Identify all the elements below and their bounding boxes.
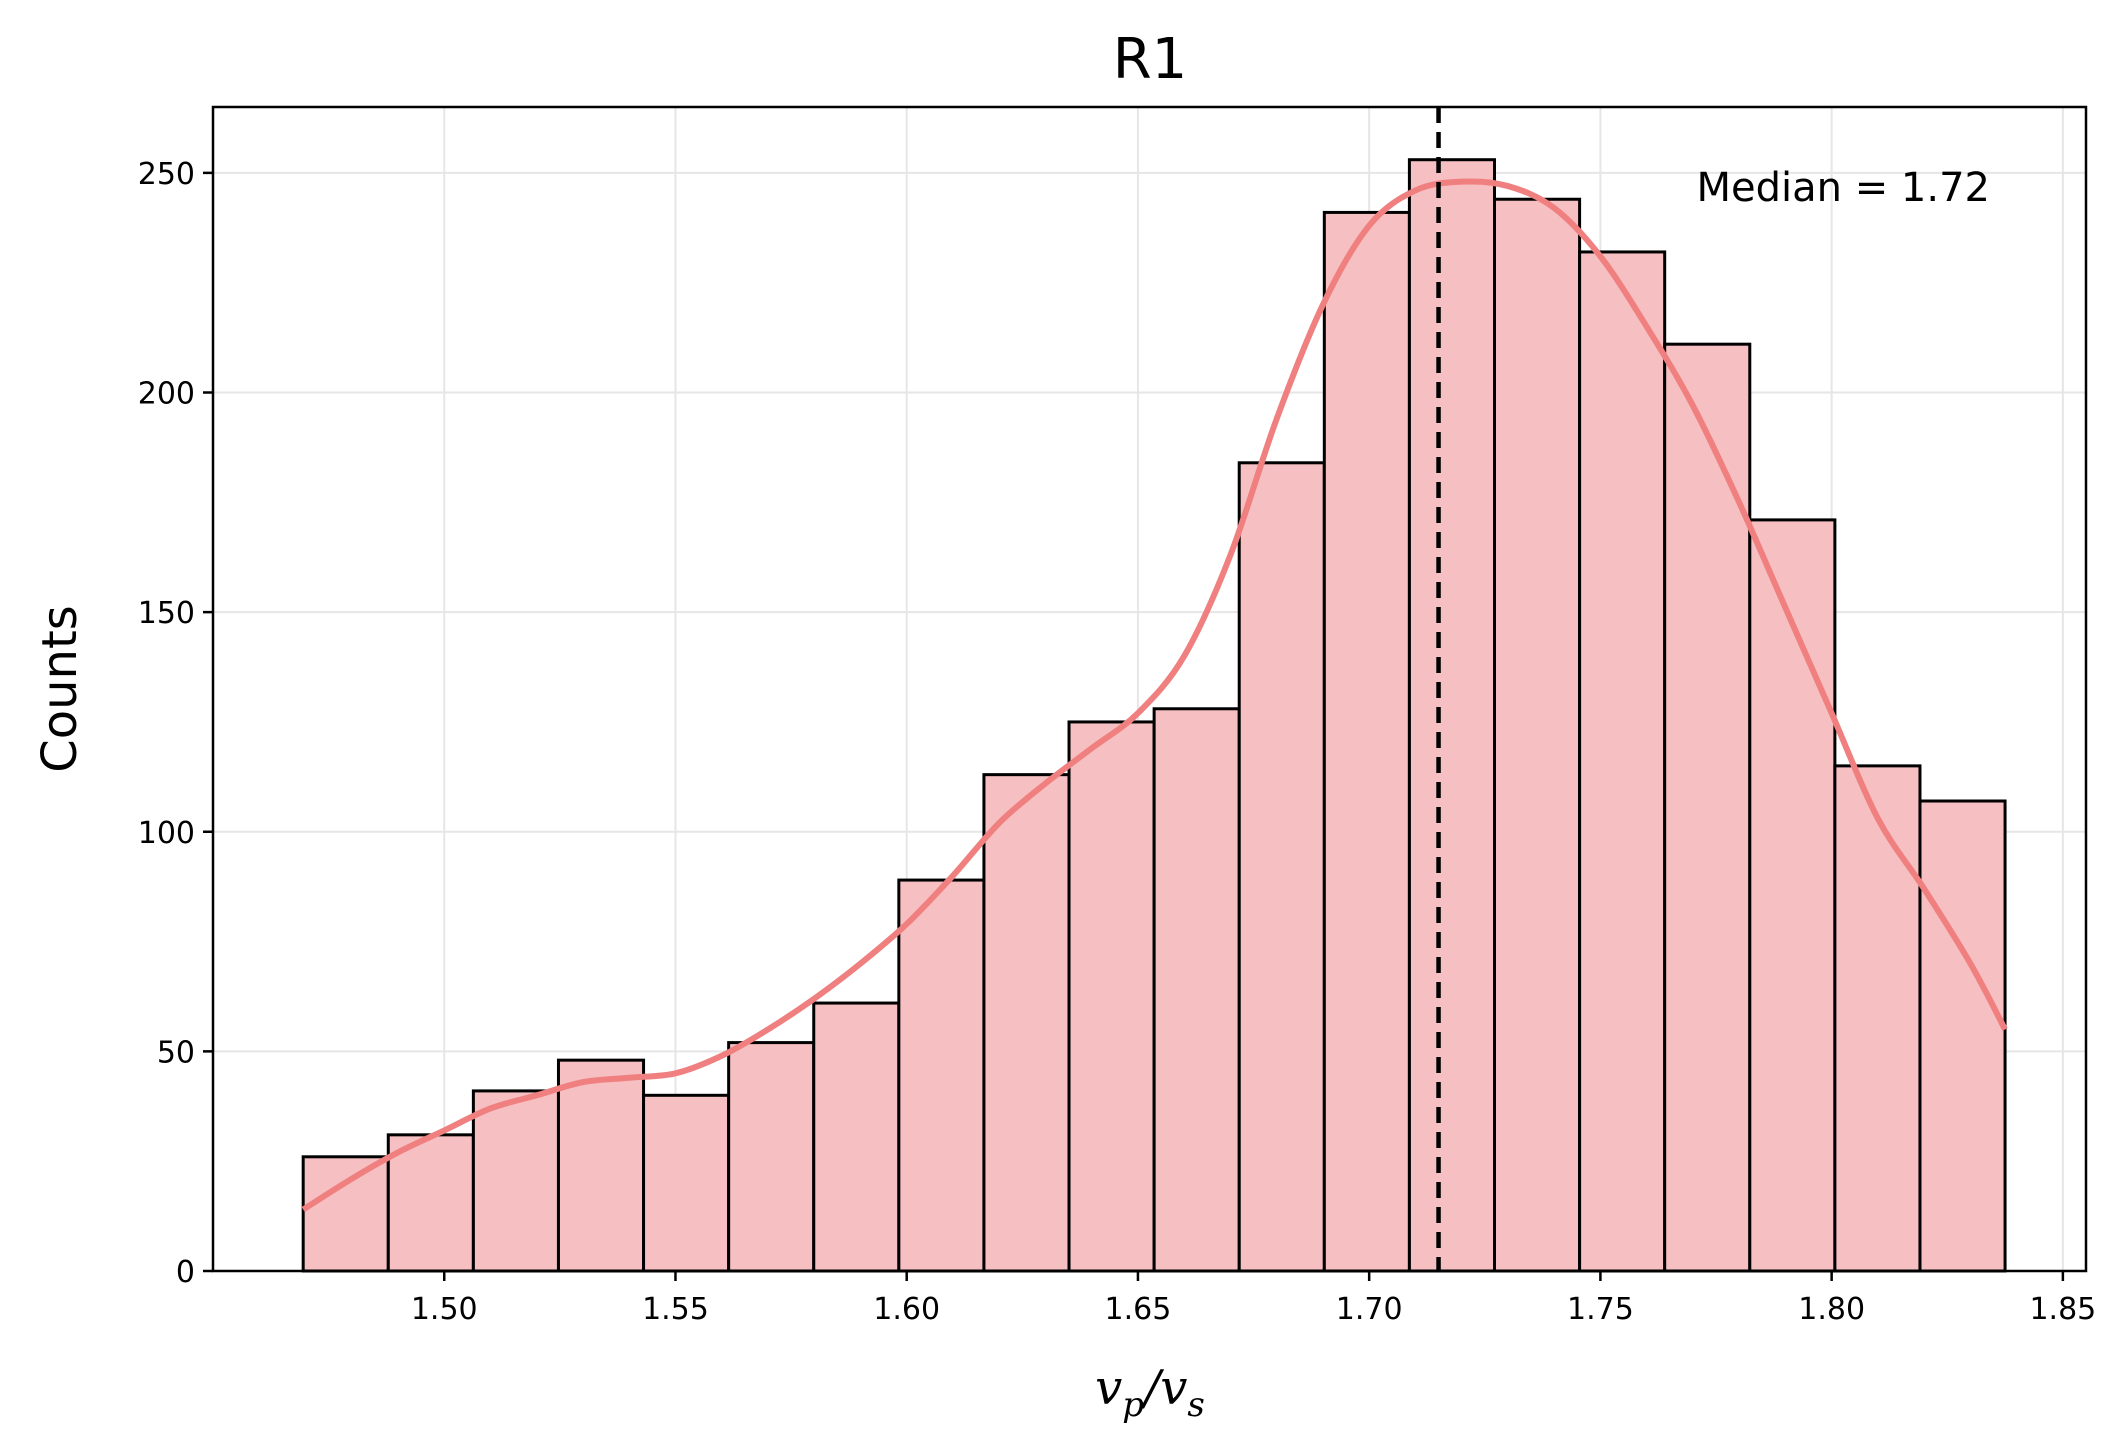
y-tick-label-5: 250 <box>138 157 195 192</box>
histogram-bar-3 <box>556 1058 646 1273</box>
histogram-bar-17 <box>1748 518 1837 1273</box>
histogram-bar-19 <box>1918 799 2007 1273</box>
y-tick-label-0: 0 <box>176 1255 195 1290</box>
histogram-bar-14 <box>1493 197 1582 1273</box>
x-tick-label-3: 1.65 <box>1105 1292 1172 1327</box>
histogram-bar-12 <box>1322 210 1411 1273</box>
histogram-bar-11 <box>1237 461 1326 1273</box>
x-axis-label-sub-s: s <box>1187 1385 1204 1425</box>
histogram-bar-13 <box>1407 158 1497 1273</box>
histogram-bar-7 <box>897 878 986 1273</box>
chart-title: R1 <box>1113 27 1188 92</box>
histogram-bar-18 <box>1833 764 1922 1273</box>
plot-frame <box>211 105 2088 1273</box>
histogram-bar-8 <box>982 773 1071 1273</box>
histogram-bar-2 <box>471 1089 560 1273</box>
histogram-bar-10 <box>1152 707 1241 1273</box>
x-tick-label-6: 1.80 <box>1798 1292 1865 1327</box>
histogram-bar-9 <box>1067 720 1156 1273</box>
histogram-bar-6 <box>812 1001 901 1273</box>
x-tick-label-5: 1.75 <box>1567 1292 1634 1327</box>
median-annotation: Median = 1.72 <box>1697 165 1991 211</box>
x-axis-label-v2: v <box>1160 1360 1187 1416</box>
histogram-bar-16 <box>1663 342 1752 1273</box>
kde-line <box>301 178 2008 1213</box>
x-axis-label-v1: v <box>1095 1360 1122 1416</box>
y-axis-label: Counts <box>32 605 88 773</box>
y-tick-label-4: 200 <box>138 377 195 412</box>
x-tick-label-7: 1.85 <box>2029 1292 2096 1327</box>
x-tick-label-2: 1.60 <box>873 1292 940 1327</box>
bars <box>301 158 2007 1273</box>
y-tick-label-1: 50 <box>157 1035 195 1070</box>
y-tick-label-3: 150 <box>138 596 195 631</box>
x-axis-label-sub-p: p <box>1122 1385 1144 1425</box>
histogram-bar-5 <box>727 1041 816 1273</box>
x-tick-label-4: 1.70 <box>1336 1292 1403 1327</box>
x-tick-label-0: 1.50 <box>411 1292 478 1327</box>
kde-curve <box>301 178 2008 1213</box>
histogram-bar-15 <box>1578 250 1667 1273</box>
histogram-bar-4 <box>642 1093 731 1273</box>
axis-ticks: 1.50 1.55 1.60 1.65 1.70 1.75 1.80 1.85 0 50 100 15… <box>138 157 2097 1327</box>
x-axis-label: vp/vs <box>1095 1360 1205 1425</box>
histogram-bar-0 <box>301 1155 390 1273</box>
y-tick-label-2: 100 <box>138 816 195 851</box>
histogram-bar-1 <box>386 1133 475 1273</box>
x-tick-label-1: 1.55 <box>642 1292 709 1327</box>
